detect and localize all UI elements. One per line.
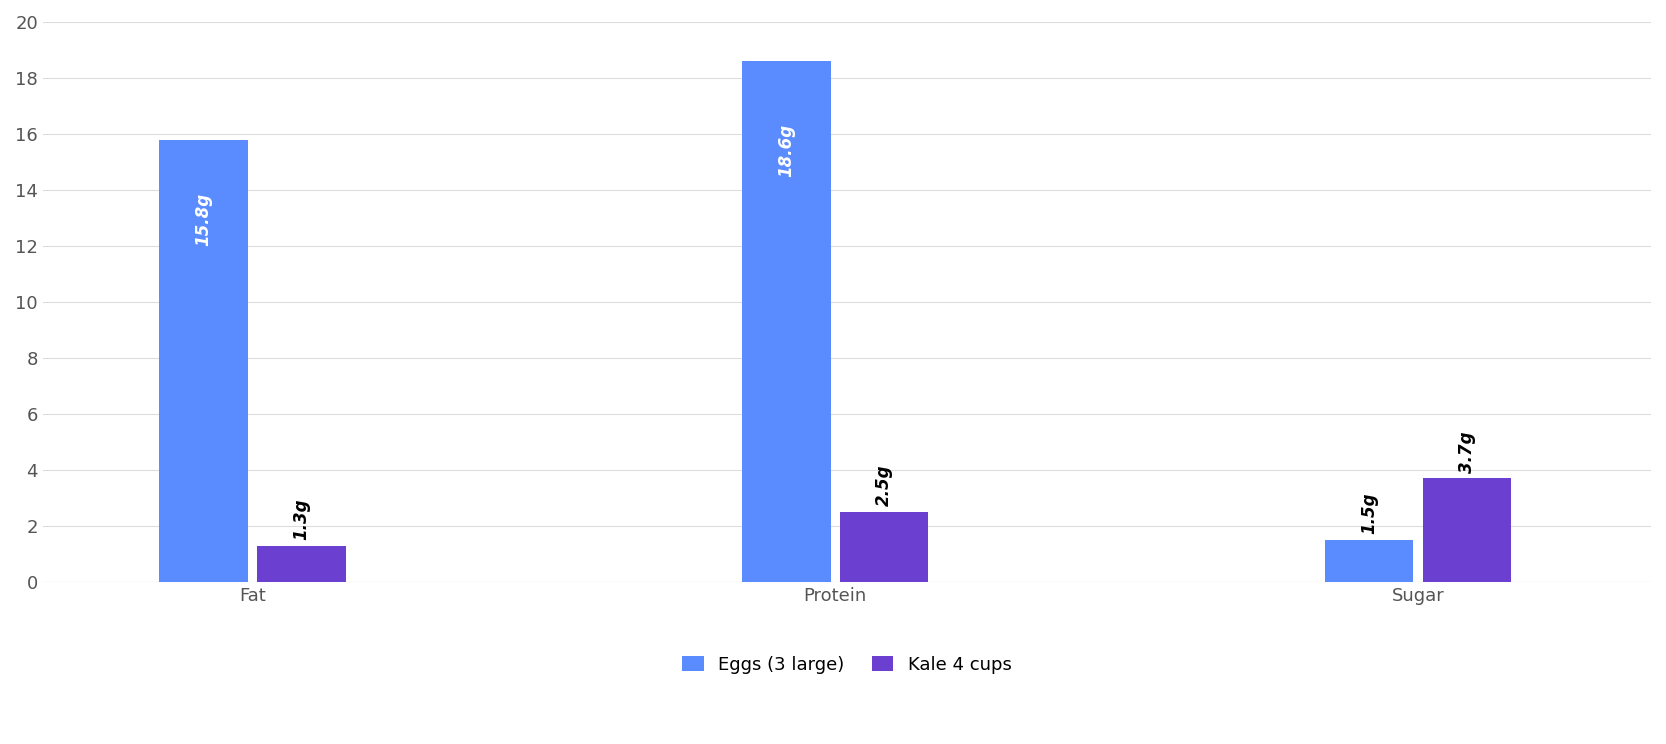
Bar xyxy=(840,512,928,582)
Bar xyxy=(160,140,248,582)
Text: 15.8g: 15.8g xyxy=(195,193,213,246)
Bar xyxy=(741,61,831,582)
Bar xyxy=(257,545,347,582)
Legend: Eggs (3 large), Kale 4 cups: Eggs (3 large), Kale 4 cups xyxy=(673,647,1021,683)
Text: 3.7g: 3.7g xyxy=(1458,432,1476,472)
Text: 18.6g: 18.6g xyxy=(778,124,795,177)
Bar xyxy=(1423,478,1511,582)
Bar xyxy=(1324,540,1413,582)
Text: 1.3g: 1.3g xyxy=(293,498,310,540)
Text: 2.5g: 2.5g xyxy=(875,465,893,507)
Text: 1.5g: 1.5g xyxy=(1359,493,1378,534)
